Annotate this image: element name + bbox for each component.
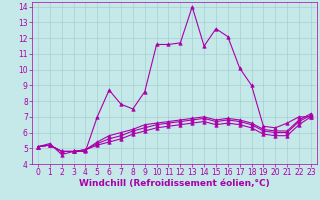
X-axis label: Windchill (Refroidissement éolien,°C): Windchill (Refroidissement éolien,°C) <box>79 179 270 188</box>
